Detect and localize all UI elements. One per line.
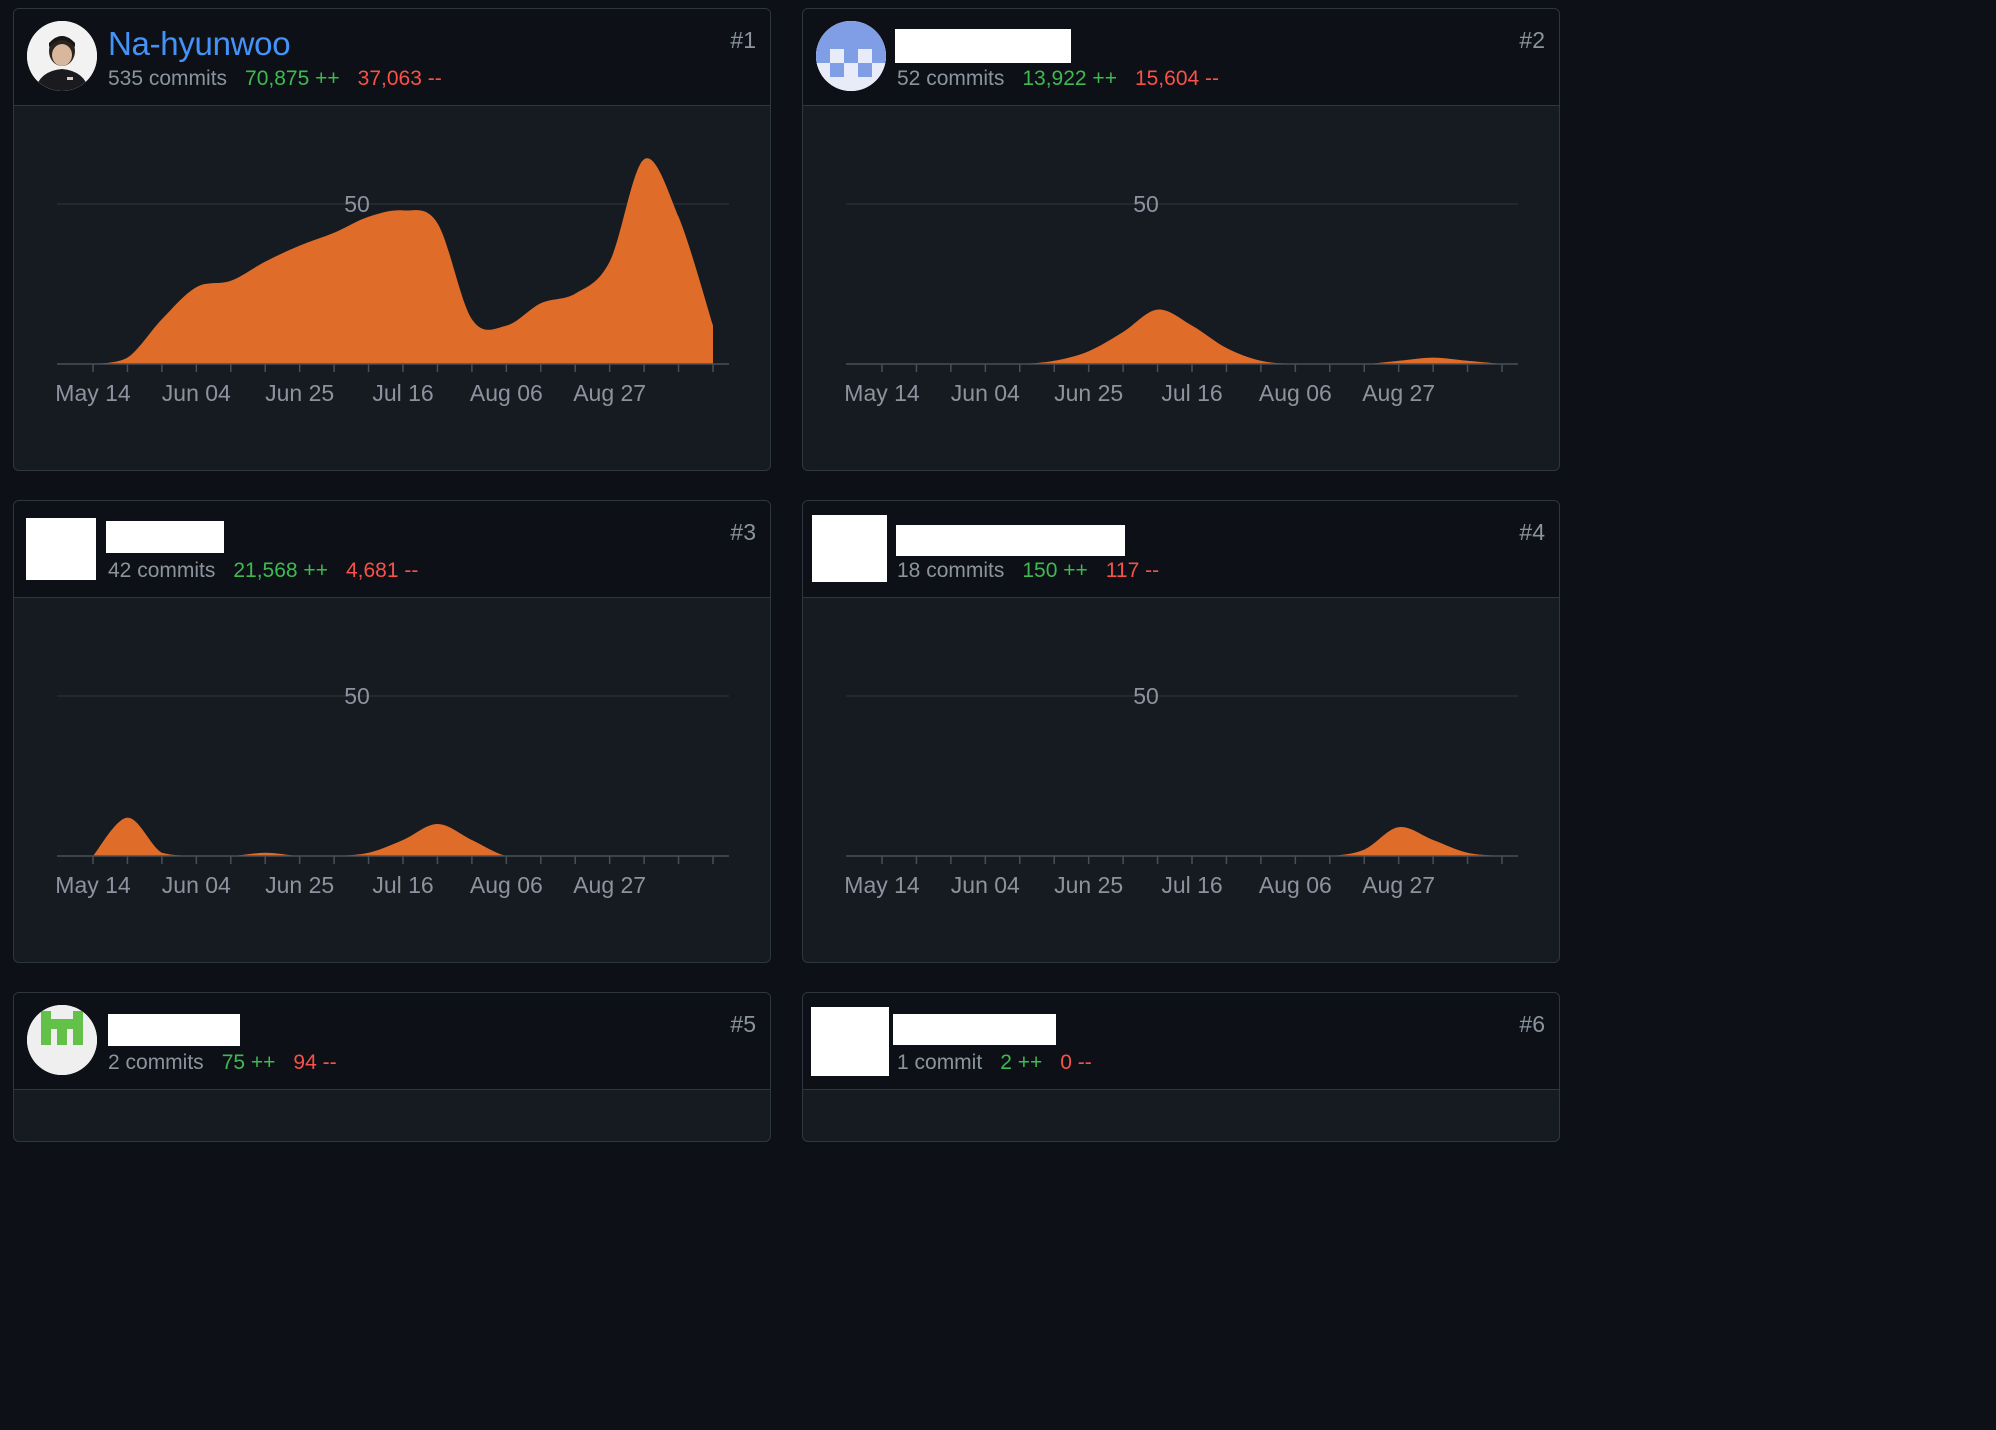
x-tick-label: Jun 25	[1054, 380, 1123, 406]
identicon-avatar-icon[interactable]	[27, 1005, 97, 1075]
x-tick-label: Jun 04	[951, 872, 1020, 898]
redacted-name	[108, 1014, 240, 1046]
commit-area	[93, 158, 713, 364]
x-tick-label: Jul 16	[1161, 872, 1222, 898]
deletions-count: 15,604 --	[1134, 67, 1220, 90]
commits-count[interactable]: 2 commits	[108, 1051, 204, 1074]
y-tick-label: 50	[1133, 683, 1159, 709]
deletions-count: 37,063 --	[357, 67, 442, 90]
y-tick-label: 50	[1133, 191, 1159, 217]
x-tick-label: Jul 16	[1161, 380, 1222, 406]
redacted-name	[106, 521, 224, 553]
x-tick-label: Aug 27	[573, 872, 646, 898]
contributor-stats: 52 commits 13,922 ++ 15,604 --	[897, 67, 1237, 91]
contributor-name-link[interactable]: Na-hyunwoo	[108, 25, 291, 62]
blank-avatar-icon[interactable]	[26, 518, 96, 580]
x-tick-label: Jul 16	[372, 872, 433, 898]
x-tick-label: May 14	[55, 872, 131, 898]
x-tick-label: Aug 27	[1362, 380, 1435, 406]
contributor-card-5: 2 commits 75 ++ 94 -- #5	[13, 992, 771, 1142]
x-tick-label: Aug 06	[470, 380, 543, 406]
rank-label: #2	[1519, 27, 1545, 53]
rank-label: #1	[730, 27, 756, 53]
contributor-card-6: 1 commit 2 ++ 0 -- #6	[802, 992, 1560, 1142]
rank-label: #3	[730, 519, 756, 545]
x-tick-label: Aug 27	[573, 380, 646, 406]
redacted-name	[895, 29, 1071, 63]
rank-label: #6	[1519, 1011, 1545, 1037]
contributor-stats: 42 commits 21,568 ++ 4,681 --	[108, 559, 436, 583]
x-tick-label: Jul 16	[372, 380, 433, 406]
x-tick-label: Jun 25	[265, 380, 334, 406]
commits-count[interactable]: 52 commits	[897, 67, 1005, 90]
rank-label: #5	[730, 1011, 756, 1037]
commit-activity-chart: 50 May 14 Jun 04 Jun 25 Jul 16 Aug 06 Aug 27	[55, 158, 729, 406]
contributor-card-1: Na-hyunwoo 535 commits 70,875 ++ 37,063 --…	[13, 8, 771, 471]
blank-avatar-icon[interactable]	[811, 1007, 889, 1076]
commits-count[interactable]: 535 commits	[108, 67, 228, 90]
card-header: 2 commits 75 ++ 94 -- #5	[14, 993, 770, 1090]
additions-count: 21,568 ++	[233, 559, 328, 582]
additions-count: 70,875 ++	[245, 67, 340, 90]
y-tick-label: 50	[344, 191, 370, 217]
x-tick-label: Jun 25	[1054, 872, 1123, 898]
contributor-card-2: 52 commits 13,922 ++ 15,604 -- #2 50 May 14…	[802, 8, 1560, 471]
contributor-stats: 18 commits 150 ++ 117 --	[897, 559, 1177, 583]
additions-count: 75 ++	[221, 1051, 276, 1074]
commits-count[interactable]: 1 commit	[897, 1051, 983, 1074]
additions-count: 2 ++	[1000, 1051, 1043, 1074]
redacted-name	[896, 525, 1125, 556]
redacted-name	[893, 1014, 1056, 1045]
deletions-count: 117 --	[1105, 559, 1160, 582]
pixel-avatar-icon[interactable]	[816, 21, 886, 91]
x-tick-label: May 14	[844, 380, 920, 406]
contributor-stats: 1 commit 2 ++ 0 --	[897, 1051, 1110, 1075]
commit-area	[882, 827, 1502, 856]
deletions-count: 0 --	[1060, 1051, 1092, 1074]
card-header: 52 commits 13,922 ++ 15,604 -- #2	[803, 9, 1559, 106]
x-tick-label: Jun 04	[951, 380, 1020, 406]
additions-count: 150 ++	[1022, 559, 1088, 582]
deletions-count: 4,681 --	[345, 559, 419, 582]
commits-count[interactable]: 18 commits	[897, 559, 1005, 582]
x-tick-label: May 14	[844, 872, 920, 898]
y-tick-label: 50	[344, 683, 370, 709]
x-tick-label: Aug 06	[470, 872, 543, 898]
additions-count: 13,922 ++	[1022, 67, 1117, 90]
commit-activity-chart: 50 May 14 Jun 04 Jun 25 Jul 16 Aug 06 Aug 27	[55, 683, 729, 898]
deletions-count: 94 --	[293, 1051, 337, 1074]
contributor-card-3: 42 commits 21,568 ++ 4,681 -- #3 50 May 14 J…	[13, 500, 771, 963]
card-header: Na-hyunwoo 535 commits 70,875 ++ 37,063 --…	[14, 9, 770, 106]
commit-area	[882, 309, 1502, 364]
contributor-stats: 535 commits 70,875 ++ 37,063 --	[108, 67, 460, 91]
blank-avatar-icon[interactable]	[812, 515, 887, 582]
contributor-card-4: 18 commits 150 ++ 117 -- #4 50 May 14 Jun 04…	[802, 500, 1560, 963]
x-tick-label: Jun 25	[265, 872, 334, 898]
rank-label: #4	[1519, 519, 1545, 545]
card-header: 18 commits 150 ++ 117 -- #4	[803, 501, 1559, 598]
contributor-stats: 2 commits 75 ++ 94 --	[108, 1051, 355, 1075]
x-tick-label: Aug 27	[1362, 872, 1435, 898]
x-tick-label: May 14	[55, 380, 131, 406]
x-tick-label: Jun 04	[162, 380, 231, 406]
x-tick-label: Jun 04	[162, 872, 231, 898]
commit-activity-chart: 50 May 14 Jun 04 Jun 25 Jul 16 Aug 06 Aug 27	[844, 191, 1518, 406]
x-tick-label: Aug 06	[1259, 380, 1332, 406]
commit-activity-chart: 50 May 14 Jun 04 Jun 25 Jul 16 Aug 06 Aug 27	[844, 683, 1518, 898]
commits-count[interactable]: 42 commits	[108, 559, 216, 582]
x-tick-label: Aug 06	[1259, 872, 1332, 898]
commit-area	[93, 817, 713, 856]
photo-avatar-icon[interactable]	[27, 21, 97, 91]
card-header: 42 commits 21,568 ++ 4,681 -- #3	[14, 501, 770, 598]
card-header: 1 commit 2 ++ 0 -- #6	[803, 993, 1559, 1090]
